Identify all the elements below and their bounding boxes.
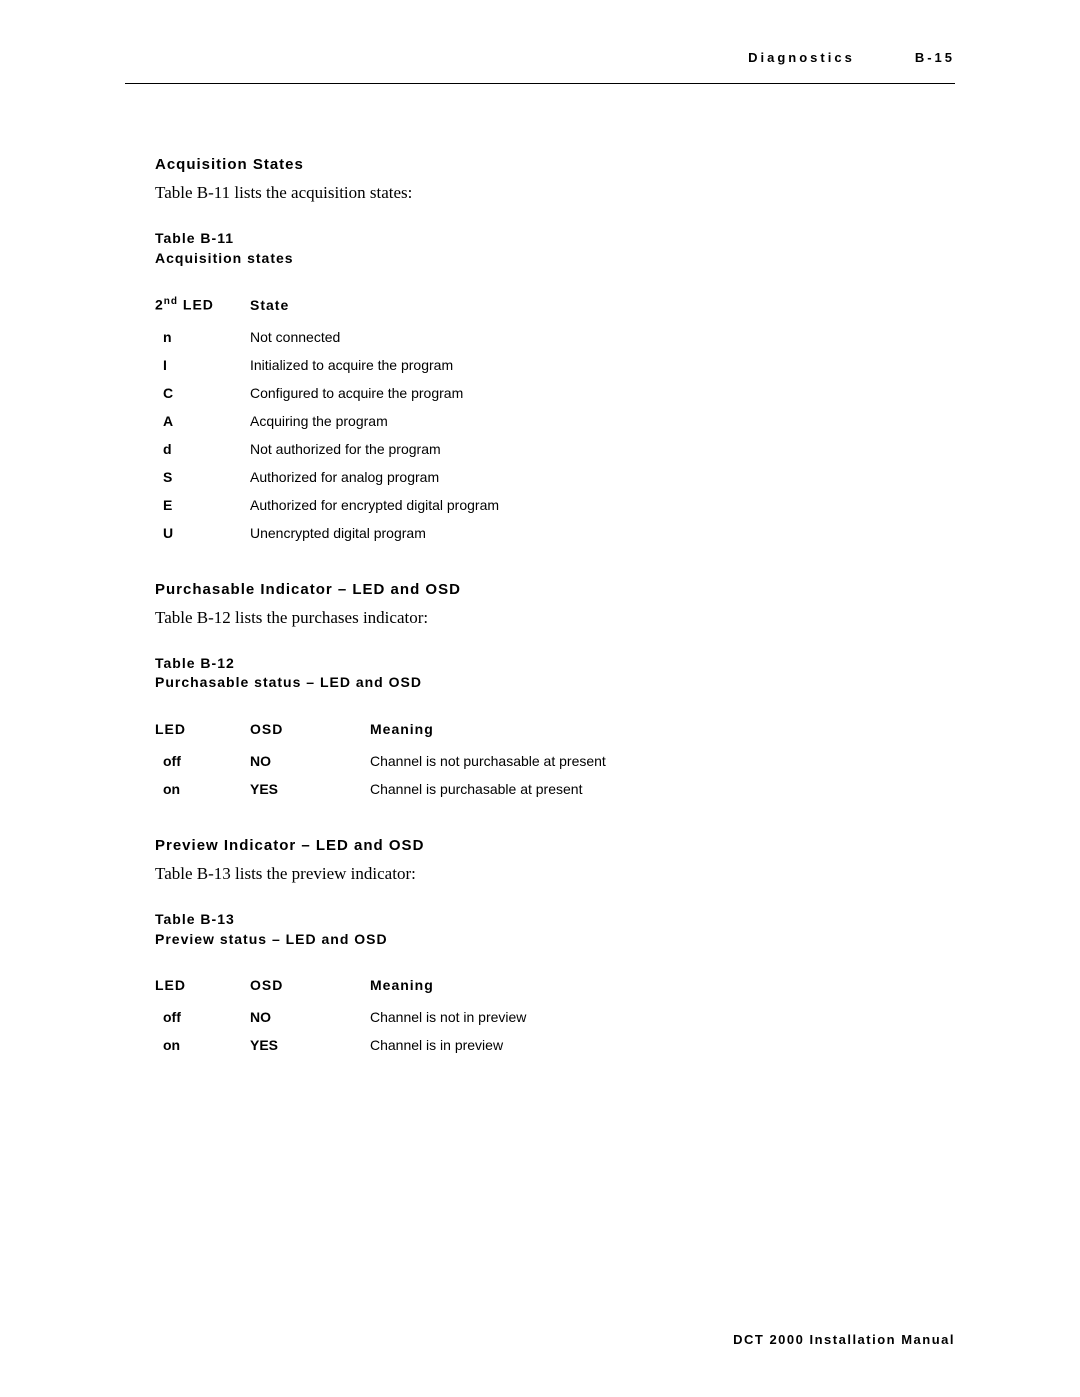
cell-code: S	[155, 463, 250, 491]
table-number: Table B-11	[155, 230, 234, 246]
table-row: CConfigured to acquire the program	[155, 379, 499, 407]
cell-code: U	[155, 519, 250, 547]
cell-meaning: Channel is not in preview	[370, 1003, 526, 1031]
cell-state: Unencrypted digital program	[250, 519, 499, 547]
table-row: dNot authorized for the program	[155, 435, 499, 463]
cell-code: n	[155, 323, 250, 351]
table-label-b12: Table B-12 Purchasable status – LED and …	[155, 654, 955, 693]
page: Diagnostics B-15 Acquisition States Tabl…	[125, 50, 955, 1347]
col-header-led-prefix: 2	[155, 297, 164, 313]
cell-meaning: Channel is purchasable at present	[370, 775, 606, 803]
table-row: EAuthorized for encrypted digital progra…	[155, 491, 499, 519]
table-row: on YES Channel is in preview	[155, 1031, 526, 1059]
header-section: Diagnostics	[748, 50, 855, 65]
cell-osd: NO	[250, 1003, 370, 1031]
table-header-row: LED OSD Meaning	[155, 715, 606, 747]
col-header-led-sup: nd	[164, 296, 178, 307]
cell-meaning: Channel is not purchasable at present	[370, 747, 606, 775]
table-label-b11: Table B-11 Acquisition states	[155, 229, 955, 268]
table-row: nNot connected	[155, 323, 499, 351]
col-header-led: LED	[155, 971, 250, 1003]
table-number: Table B-12	[155, 655, 235, 671]
section-heading-preview: Preview Indicator – LED and OSD	[155, 837, 955, 854]
cell-code: d	[155, 435, 250, 463]
page-header: Diagnostics B-15	[125, 50, 955, 65]
table-preview-status: LED OSD Meaning off NO Channel is not in…	[155, 971, 526, 1059]
table-row: AAcquiring the program	[155, 407, 499, 435]
col-header-meaning: Meaning	[370, 971, 526, 1003]
cell-state: Configured to acquire the program	[250, 379, 499, 407]
cell-state: Authorized for analog program	[250, 463, 499, 491]
table-caption: Purchasable status – LED and OSD	[155, 674, 422, 690]
table-row: UUnencrypted digital program	[155, 519, 499, 547]
col-header-osd: OSD	[250, 715, 370, 747]
table-row: off NO Channel is not purchasable at pre…	[155, 747, 606, 775]
cell-code: C	[155, 379, 250, 407]
cell-code: E	[155, 491, 250, 519]
cell-meaning: Channel is in preview	[370, 1031, 526, 1059]
table-row: on YES Channel is purchasable at present	[155, 775, 606, 803]
footer-manual-title: DCT 2000 Installation Manual	[733, 1332, 955, 1347]
cell-led: on	[155, 775, 250, 803]
col-header-led-suffix: LED	[178, 297, 214, 313]
cell-state: Not authorized for the program	[250, 435, 499, 463]
content: Acquisition States Table B-11 lists the …	[125, 84, 955, 1059]
cell-state: Acquiring the program	[250, 407, 499, 435]
table-caption: Preview status – LED and OSD	[155, 931, 388, 947]
cell-led: off	[155, 747, 250, 775]
cell-led: on	[155, 1031, 250, 1059]
cell-state: Authorized for encrypted digital program	[250, 491, 499, 519]
table-header-row: LED OSD Meaning	[155, 971, 526, 1003]
section-intro-acquisition: Table B-11 lists the acquisition states:	[155, 183, 955, 203]
cell-osd: YES	[250, 775, 370, 803]
table-purchasable-status: LED OSD Meaning off NO Channel is not pu…	[155, 715, 606, 803]
section-intro-purchasable: Table B-12 lists the purchases indicator…	[155, 608, 955, 628]
table-number: Table B-13	[155, 911, 235, 927]
table-row: SAuthorized for analog program	[155, 463, 499, 491]
cell-state: Not connected	[250, 323, 499, 351]
col-header-led: 2nd LED	[155, 290, 250, 323]
table-label-b13: Table B-13 Preview status – LED and OSD	[155, 910, 955, 949]
table-row: off NO Channel is not in preview	[155, 1003, 526, 1031]
table-acquisition-states: 2nd LED State nNot connected IInitialize…	[155, 290, 499, 547]
cell-led: off	[155, 1003, 250, 1031]
col-header-led: LED	[155, 715, 250, 747]
cell-code: A	[155, 407, 250, 435]
cell-osd: YES	[250, 1031, 370, 1059]
header-page-number: B-15	[915, 50, 955, 65]
col-header-meaning: Meaning	[370, 715, 606, 747]
col-header-state: State	[250, 290, 499, 323]
table-row: IInitialized to acquire the program	[155, 351, 499, 379]
cell-osd: NO	[250, 747, 370, 775]
col-header-osd: OSD	[250, 971, 370, 1003]
section-heading-purchasable: Purchasable Indicator – LED and OSD	[155, 581, 955, 598]
section-heading-acquisition: Acquisition States	[155, 156, 955, 173]
table-header-row: 2nd LED State	[155, 290, 499, 323]
cell-code: I	[155, 351, 250, 379]
table-caption: Acquisition states	[155, 250, 294, 266]
cell-state: Initialized to acquire the program	[250, 351, 499, 379]
section-intro-preview: Table B-13 lists the preview indicator:	[155, 864, 955, 884]
